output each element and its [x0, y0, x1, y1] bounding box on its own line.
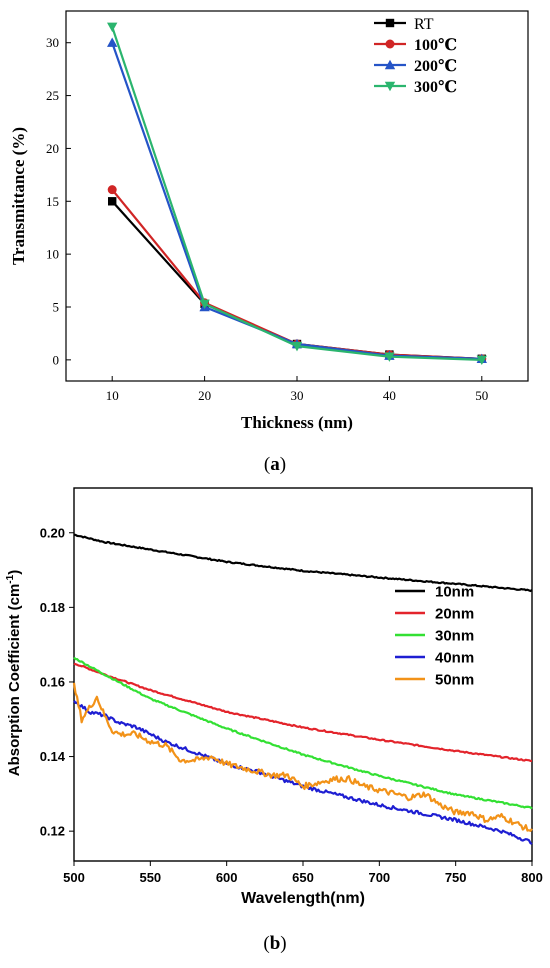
- chart-a-frame: [65, 10, 529, 382]
- data-point: [199, 299, 210, 310]
- chart-b: 500 550 600 650 700 750 800 0.12 0.14 0.16 0.18 0.2…: [5, 487, 543, 907]
- legend-label: 300℃: [414, 79, 457, 96]
- x-tick-label: 750: [445, 870, 467, 885]
- chart-a-lines: [107, 22, 487, 366]
- caption-a: (a): [264, 454, 286, 475]
- legend-label: 100℃: [414, 37, 457, 54]
- data-point: [291, 341, 303, 352]
- y-tick-label: 0.14: [40, 749, 66, 764]
- x-tick-label: 600: [216, 870, 238, 885]
- series-line-0: [73, 533, 533, 593]
- legend-label: 200℃: [414, 58, 457, 75]
- x-tick-label: 550: [139, 870, 161, 885]
- series-line-1: [73, 662, 533, 763]
- x-tick-label: 650: [292, 870, 314, 885]
- x-tick-label: 50: [475, 388, 488, 403]
- x-tick-label: 10: [106, 388, 119, 403]
- y-tick-label: 10: [46, 247, 59, 262]
- legend-marker: [385, 39, 395, 49]
- y-tick-label: 0.18: [40, 600, 65, 615]
- series-line-2: [73, 656, 533, 810]
- data-point: [107, 37, 118, 47]
- data-point: [384, 352, 395, 362]
- legend-marker: [385, 18, 395, 28]
- series-line-1: [111, 188, 482, 360]
- legend-label: 20nm: [435, 606, 474, 623]
- x-tick-label: 20: [198, 388, 211, 403]
- legend-label: 50nm: [435, 672, 474, 689]
- chart-b-xlabel: Wavelength(nm): [241, 890, 365, 907]
- data-point: [107, 22, 118, 33]
- chart-a-ylabel: Transmittance (%): [9, 127, 28, 265]
- y-tick-label: 0.12: [40, 824, 65, 839]
- caption-b: (b): [263, 933, 286, 954]
- legend-label: 10nm: [435, 584, 474, 601]
- chart-b-ticks: 500 550 600 650 700 750 800 0.12 0.14 0.16 0.18 0.2…: [40, 525, 543, 885]
- chart-a-xlabel: Thickness (nm): [241, 413, 353, 432]
- x-tick-label: 700: [368, 870, 390, 885]
- series-line-0: [111, 200, 482, 360]
- chart-b-ylabel: Absorption Coefficient (cm-1): [5, 570, 23, 776]
- chart-b-legend: 10nm 20nm 30nm 40nm 50nm: [395, 584, 474, 689]
- series-line-4: [72, 682, 533, 832]
- legend-marker: [384, 59, 396, 70]
- x-tick-label: 800: [521, 870, 543, 885]
- series-line-3: [73, 700, 533, 845]
- chart-a: 10 20 30 40 50 0 5 10 15 20 25 30 RT 100℃ 200℃ 300℃ Th…: [9, 10, 529, 432]
- x-tick-label: 500: [63, 870, 85, 885]
- legend-label: 40nm: [435, 650, 474, 667]
- y-tick-label: 25: [46, 88, 59, 103]
- chart-a-legend: RT 100℃ 200℃ 300℃: [374, 16, 457, 96]
- legend-label: RT: [414, 16, 434, 33]
- data-point: [107, 185, 117, 195]
- y-tick-label: 5: [53, 300, 60, 315]
- y-tick-label: 30: [46, 35, 59, 50]
- data-point: [476, 355, 487, 366]
- chart-b-lines: [72, 533, 533, 845]
- y-tick-label: 0: [53, 352, 60, 367]
- legend-marker: [384, 81, 396, 92]
- y-tick-label: 0.20: [40, 525, 65, 540]
- legend-label: 30nm: [435, 628, 474, 645]
- y-tick-label: 0.16: [40, 674, 65, 689]
- x-tick-label: 40: [383, 388, 396, 403]
- data-point: [108, 197, 117, 206]
- y-tick-label: 20: [46, 141, 59, 156]
- y-tick-label: 15: [46, 194, 59, 209]
- chart-a-ticks: 10 20 30 40 50 0 5 10 15 20 25 30: [46, 35, 488, 403]
- x-tick-label: 30: [291, 388, 304, 403]
- series-line-3: [111, 26, 482, 361]
